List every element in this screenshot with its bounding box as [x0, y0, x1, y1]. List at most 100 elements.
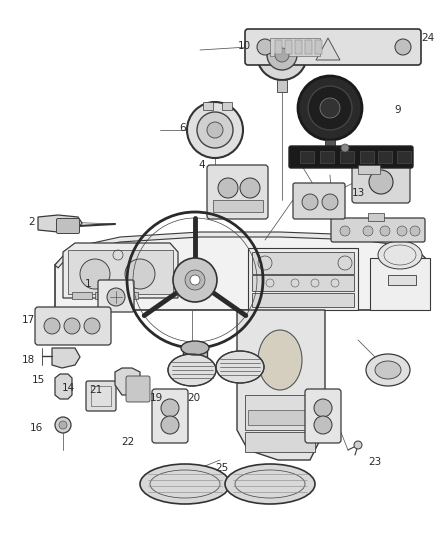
- Ellipse shape: [216, 351, 264, 383]
- Circle shape: [267, 40, 297, 70]
- Bar: [91, 386, 111, 406]
- Bar: [368, 213, 384, 221]
- Circle shape: [240, 178, 260, 198]
- Circle shape: [369, 170, 393, 194]
- Ellipse shape: [366, 354, 410, 386]
- Circle shape: [298, 76, 362, 140]
- Circle shape: [314, 416, 332, 434]
- Circle shape: [161, 399, 179, 417]
- Text: 16: 16: [29, 423, 42, 433]
- Circle shape: [44, 318, 60, 334]
- Circle shape: [107, 288, 125, 306]
- Circle shape: [275, 48, 289, 62]
- Circle shape: [380, 226, 390, 236]
- Circle shape: [55, 417, 71, 433]
- Bar: [252, 275, 354, 291]
- FancyBboxPatch shape: [57, 219, 80, 233]
- Text: 24: 24: [421, 33, 434, 43]
- Bar: [305, 40, 312, 54]
- Bar: [252, 252, 354, 274]
- Circle shape: [341, 144, 349, 152]
- Bar: [295, 40, 302, 54]
- Bar: [275, 40, 282, 54]
- Polygon shape: [38, 215, 82, 232]
- Text: 10: 10: [237, 41, 251, 51]
- Text: 17: 17: [21, 315, 35, 325]
- Polygon shape: [237, 310, 325, 460]
- Ellipse shape: [181, 341, 209, 355]
- Text: 19: 19: [149, 393, 162, 403]
- Bar: [72, 292, 92, 299]
- Circle shape: [410, 226, 420, 236]
- Ellipse shape: [375, 361, 401, 379]
- Polygon shape: [52, 348, 80, 368]
- Circle shape: [80, 259, 110, 289]
- FancyBboxPatch shape: [35, 307, 111, 345]
- Bar: [320, 151, 334, 163]
- Circle shape: [397, 226, 407, 236]
- Text: 2: 2: [28, 217, 35, 227]
- Bar: [300, 151, 314, 163]
- FancyBboxPatch shape: [293, 183, 345, 219]
- Text: 1: 1: [85, 279, 91, 289]
- Text: 4: 4: [199, 160, 205, 170]
- Circle shape: [185, 270, 205, 290]
- Bar: [252, 293, 354, 307]
- Circle shape: [125, 259, 155, 289]
- Circle shape: [187, 102, 243, 158]
- Text: 22: 22: [121, 437, 134, 447]
- Bar: [222, 102, 232, 110]
- Circle shape: [218, 178, 238, 198]
- Text: 6: 6: [180, 123, 186, 133]
- FancyBboxPatch shape: [289, 146, 413, 168]
- Polygon shape: [55, 235, 425, 310]
- Ellipse shape: [258, 330, 302, 390]
- Circle shape: [340, 226, 350, 236]
- Text: 23: 23: [368, 457, 381, 467]
- Bar: [397, 151, 411, 163]
- Polygon shape: [183, 348, 207, 360]
- Polygon shape: [55, 232, 425, 268]
- Bar: [378, 151, 392, 163]
- Circle shape: [308, 86, 352, 130]
- Circle shape: [257, 39, 273, 55]
- FancyBboxPatch shape: [305, 389, 341, 443]
- Text: 21: 21: [89, 385, 102, 395]
- Bar: [118, 292, 138, 299]
- Text: 18: 18: [21, 355, 35, 365]
- Bar: [360, 151, 374, 163]
- Bar: [388, 275, 416, 285]
- Bar: [248, 410, 312, 425]
- Circle shape: [363, 226, 373, 236]
- FancyBboxPatch shape: [331, 218, 425, 242]
- Text: 20: 20: [187, 393, 201, 403]
- Bar: [285, 40, 292, 54]
- Bar: [68, 250, 173, 294]
- Bar: [358, 165, 380, 174]
- Circle shape: [190, 275, 200, 285]
- Bar: [277, 80, 287, 92]
- Ellipse shape: [140, 464, 230, 504]
- Circle shape: [197, 112, 233, 148]
- FancyBboxPatch shape: [86, 381, 116, 411]
- Circle shape: [354, 441, 362, 449]
- Bar: [325, 140, 335, 152]
- Ellipse shape: [168, 354, 216, 386]
- Bar: [245, 395, 315, 430]
- Circle shape: [161, 416, 179, 434]
- Bar: [340, 151, 354, 163]
- Bar: [213, 200, 263, 212]
- Circle shape: [322, 194, 338, 210]
- Circle shape: [314, 399, 332, 417]
- Circle shape: [173, 258, 217, 302]
- Bar: [270, 38, 320, 56]
- Circle shape: [84, 318, 100, 334]
- FancyBboxPatch shape: [352, 159, 410, 203]
- Bar: [95, 292, 115, 299]
- Text: 25: 25: [215, 463, 229, 473]
- FancyBboxPatch shape: [207, 165, 268, 219]
- Ellipse shape: [225, 464, 315, 504]
- Text: 14: 14: [61, 383, 74, 393]
- Polygon shape: [63, 243, 178, 298]
- Ellipse shape: [378, 241, 422, 269]
